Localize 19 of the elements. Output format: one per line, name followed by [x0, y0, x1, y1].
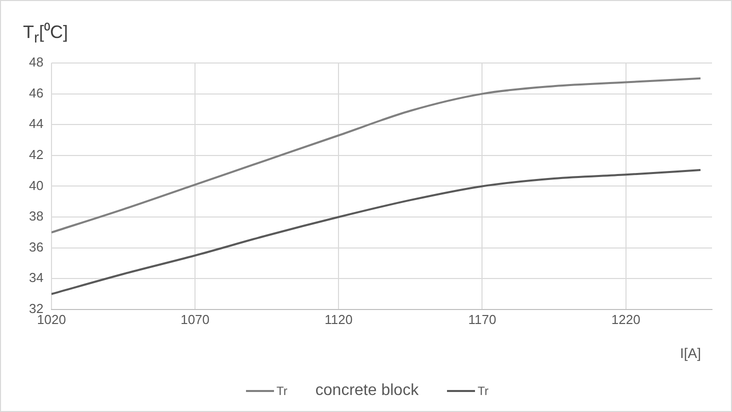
y-axis-title: T$_{r}$[⁰C]: [23, 21, 68, 47]
line-series: [51, 77, 702, 234]
line-series: [51, 169, 702, 295]
x-tick-label: 1170: [468, 312, 496, 327]
legend-label: Tr: [276, 384, 288, 398]
y-tick-label: 44: [28, 116, 44, 132]
legend-label: Tr: [478, 384, 488, 398]
y-tick-label: 46: [28, 85, 44, 100]
y-tick-label: 38: [28, 208, 44, 224]
y-tick-label: 36: [28, 239, 44, 254]
y-tick-label: 40: [28, 178, 44, 193]
text: concrete block: [315, 382, 419, 400]
x-tick-label: 1120: [324, 312, 353, 327]
y-tick-label: 48: [28, 54, 44, 70]
y-tick-label: 42: [28, 146, 44, 162]
y-tick-label: 34: [28, 270, 44, 286]
x-tick-label: 1070: [180, 312, 210, 327]
x-tick-label: 1220: [611, 312, 640, 327]
x-axis-title: I[A]: [680, 345, 701, 361]
